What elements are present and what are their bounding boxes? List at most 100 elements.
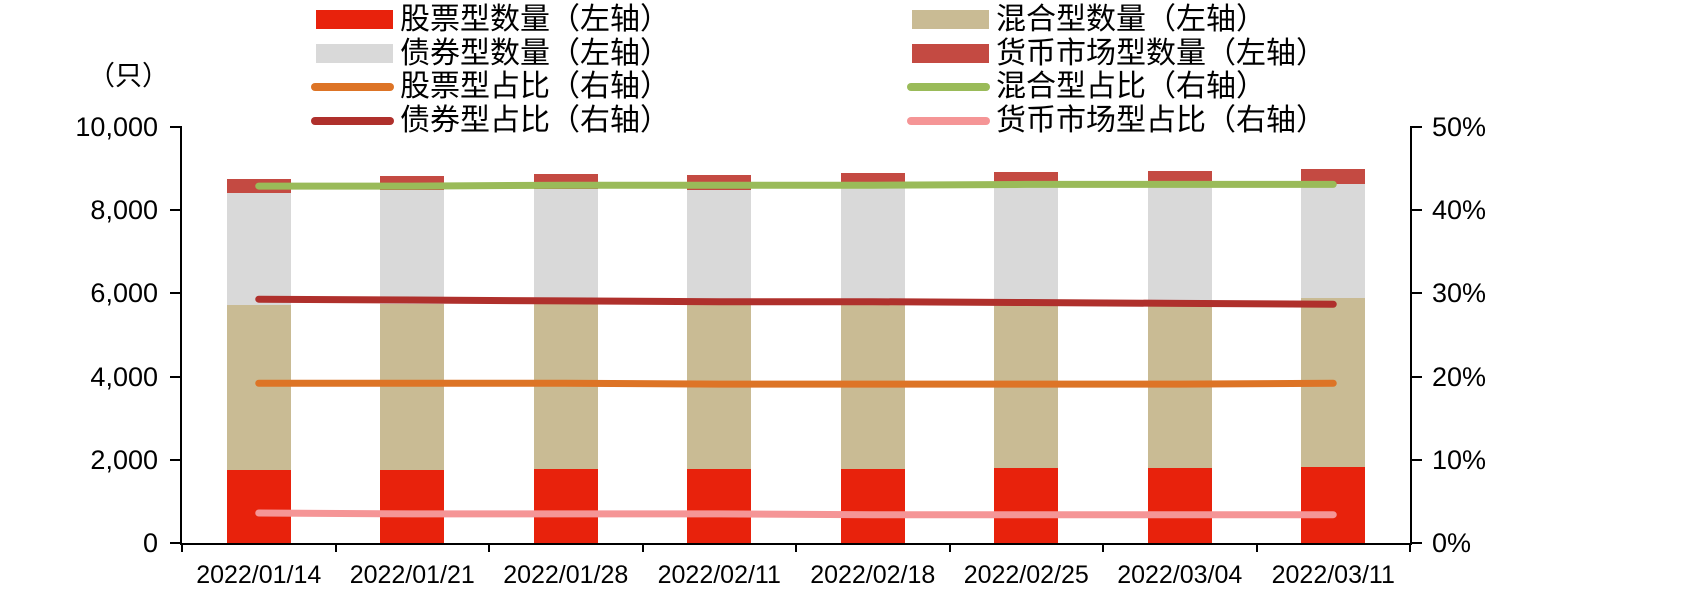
bar-segment-股票型数量（左轴）	[994, 468, 1059, 543]
bar-segment-货币市场型数量（左轴）	[533, 174, 598, 189]
left-axis-tick-label: 4,000	[90, 361, 158, 392]
bar-segment-货币市场型数量（左轴）	[994, 172, 1059, 187]
legend-item-label: 债券型占比（右轴）	[400, 103, 670, 137]
left-axis-tick	[170, 126, 180, 128]
legend-item-label: 混合型数量（左轴）	[996, 3, 1266, 36]
bar-segment-货币市场型数量（左轴）	[380, 176, 445, 191]
x-axis-tick	[1255, 543, 1258, 552]
bar-segment-混合型数量（左轴）	[533, 303, 598, 470]
legend-item-label: 货币市场型占比（右轴）	[996, 103, 1326, 137]
bar-segment-债券型数量（左轴）	[533, 188, 598, 304]
bar-segment-混合型数量（左轴）	[1301, 298, 1366, 467]
bar-segment-混合型数量（左轴）	[840, 302, 905, 469]
x-axis-tick	[641, 543, 644, 552]
legend-line-swatch	[311, 116, 394, 125]
left-axis-tick	[170, 375, 180, 378]
right-axis-tick-label: 10%	[1432, 444, 1487, 475]
left-axis-tick-label: 10,000	[75, 112, 158, 142]
legend-item: 股票型数量（左轴）	[314, 3, 874, 37]
x-axis-category-label: 2022/01/14	[196, 561, 322, 589]
x-axis-tick	[488, 543, 490, 552]
bar-segment-货币市场型数量（左轴）	[687, 175, 752, 190]
bar-segment-债券型数量（左轴）	[1147, 185, 1212, 301]
x-axis-tick	[795, 543, 797, 552]
bar-segment-货币市场型数量（左轴）	[1147, 171, 1212, 186]
legend-item: 债券型占比（右轴）	[311, 103, 874, 138]
x-axis-tick	[1102, 543, 1104, 552]
legend-bar-swatch	[912, 43, 989, 63]
legend-item: 货币市场型占比（右轴）	[907, 103, 1470, 138]
bar-segment-股票型数量（左轴）	[533, 469, 598, 543]
bar-segment-债券型数量（左轴）	[226, 193, 291, 306]
bar-segment-混合型数量（左轴）	[687, 303, 752, 470]
left-axis-tick-label: 8,000	[90, 195, 158, 226]
right-axis-tick-label: 20%	[1432, 361, 1487, 392]
right-axis-tick	[1412, 209, 1422, 212]
legend-item-label: 股票型占比（右轴）	[400, 70, 670, 103]
left-axis-unit-label: （只）	[88, 61, 169, 91]
left-axis-tick	[170, 542, 180, 544]
legend-item-label: 债券型数量（左轴）	[400, 36, 670, 70]
x-axis-category-label: 2022/03/11	[1271, 561, 1395, 589]
bar-segment-股票型数量（左轴）	[226, 469, 291, 543]
bar-segment-债券型数量（左轴）	[380, 190, 445, 305]
left-axis-tick-label: 0	[142, 528, 158, 558]
legend-item: 股票型占比（右轴）	[311, 70, 874, 104]
right-axis-tick	[1412, 542, 1422, 544]
x-axis-tick	[181, 543, 183, 552]
bar-segment-货币市场型数量（左轴）	[840, 173, 905, 188]
legend-line-swatch	[907, 83, 990, 91]
x-axis-category-label: 2022/01/21	[349, 561, 475, 589]
bar-segment-债券型数量（左轴）	[840, 187, 905, 303]
bar-segment-股票型数量（左轴）	[840, 468, 905, 543]
x-axis-category-label: 2022/02/25	[963, 561, 1089, 589]
left-axis-tick	[170, 458, 180, 461]
right-axis-tick-label: 50%	[1432, 112, 1487, 142]
bar-segment-股票型数量（左轴）	[1301, 466, 1366, 543]
legend-item: 债券型数量（左轴）	[314, 37, 874, 71]
bar-segment-混合型数量（左轴）	[1147, 300, 1212, 468]
left-axis-tick-label: 2,000	[90, 444, 158, 475]
right-axis-tick-label: 40%	[1432, 195, 1487, 226]
x-axis-category-label: 2022/03/04	[1117, 561, 1243, 589]
x-axis-tick	[948, 543, 951, 552]
bar-segment-股票型数量（左轴）	[687, 469, 752, 543]
legend-line-swatch	[311, 83, 394, 91]
bar-segment-股票型数量（左轴）	[1147, 467, 1212, 543]
x-axis-category-label: 2022/02/11	[657, 561, 781, 589]
right-axis-line	[1410, 126, 1412, 544]
legend-item: 混合型数量（左轴）	[910, 3, 1470, 37]
x-axis-tick	[334, 543, 337, 552]
right-axis-tick-label: 0%	[1432, 528, 1472, 558]
legend-item-label: 货币市场型数量（左轴）	[996, 36, 1326, 70]
bar-segment-混合型数量（左轴）	[994, 301, 1059, 469]
right-axis-tick	[1412, 458, 1422, 461]
left-axis-line	[180, 126, 182, 544]
left-axis-tick-label: 6,000	[90, 278, 158, 309]
right-axis-tick	[1412, 292, 1422, 295]
left-axis-tick	[170, 209, 180, 212]
legend-bar-swatch	[316, 10, 393, 29]
legend-line-swatch	[907, 116, 990, 125]
x-axis-category-label: 2022/02/18	[810, 561, 936, 589]
bar-segment-货币市场型数量（左轴）	[226, 179, 291, 194]
bar-segment-债券型数量（左轴）	[687, 189, 752, 304]
bar-segment-混合型数量（左轴）	[380, 304, 445, 470]
right-axis-tick	[1412, 126, 1422, 128]
bar-segment-股票型数量（左轴）	[380, 469, 445, 543]
bar-segment-货币市场型数量（左轴）	[1301, 169, 1366, 185]
legend-bar-swatch	[912, 10, 989, 29]
legend-item-label: 混合型占比（右轴）	[996, 70, 1266, 103]
bar-segment-债券型数量（左轴）	[994, 186, 1059, 302]
bar-segment-混合型数量（左轴）	[226, 305, 291, 470]
legend-bar-swatch	[316, 43, 393, 63]
x-axis-category-label: 2022/01/28	[503, 561, 629, 589]
legend-item: 货币市场型数量（左轴）	[910, 37, 1470, 71]
bar-segment-债券型数量（左轴）	[1301, 184, 1366, 299]
legend-item: 混合型占比（右轴）	[907, 70, 1470, 104]
legend-item-label: 股票型数量（左轴）	[400, 3, 670, 36]
left-axis-tick	[170, 292, 180, 295]
right-axis-tick	[1412, 375, 1422, 378]
x-axis-tick	[1409, 543, 1411, 552]
